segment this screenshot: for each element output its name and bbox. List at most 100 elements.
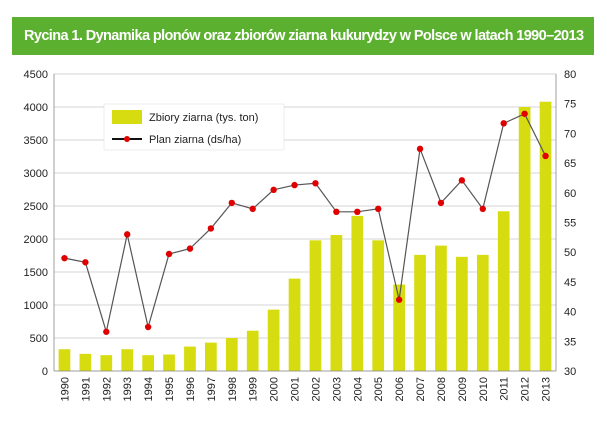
series-line xyxy=(64,113,547,332)
legend-bar-label: Zbiory ziarna (tys. ton) xyxy=(149,112,258,124)
line-point xyxy=(270,186,277,194)
line-point xyxy=(479,205,486,213)
x-tick-label: 2000 xyxy=(269,377,281,401)
x-tick-label: 1999 xyxy=(248,377,260,401)
bar xyxy=(330,235,343,371)
y-right-tick-label: 35 xyxy=(564,336,576,348)
line-point xyxy=(186,245,194,252)
x-tick-label: 2011 xyxy=(499,377,511,401)
y-right-tick-label: 75 xyxy=(564,99,576,111)
line-point xyxy=(82,259,89,266)
line-point xyxy=(500,120,507,127)
y-left-tick-label: 2500 xyxy=(24,201,48,213)
line-point xyxy=(395,296,403,303)
line-point xyxy=(291,181,298,189)
bar xyxy=(100,355,113,371)
x-tick-label: 2012 xyxy=(520,377,532,401)
x-tick-label: 2003 xyxy=(331,377,343,401)
line-point xyxy=(354,208,361,216)
y-left-tick-label: 3000 xyxy=(24,168,48,180)
x-tick-label: 2010 xyxy=(478,377,490,401)
line-point xyxy=(103,328,110,335)
bar xyxy=(456,256,468,371)
legend-line-marker xyxy=(124,136,130,142)
x-tick-label: 2013 xyxy=(541,377,553,401)
y-right-tick-label: 55 xyxy=(564,218,576,230)
x-tick-label: 2007 xyxy=(415,377,427,401)
bar xyxy=(163,354,175,371)
y-left-tick-label: 1500 xyxy=(24,267,48,279)
x-tick-label: 2009 xyxy=(457,377,469,401)
gridlines xyxy=(54,73,556,372)
y-right-tick-label: 70 xyxy=(564,128,576,140)
line-point xyxy=(61,254,68,262)
bar xyxy=(79,353,92,371)
bar xyxy=(351,215,364,371)
x-tick-label: 1990 xyxy=(59,377,71,401)
x-tick-label: 2008 xyxy=(436,377,448,401)
line-point xyxy=(249,205,256,213)
line-point xyxy=(312,180,319,187)
line-point xyxy=(521,110,528,117)
legend: Zbiory ziarna (tys. ton) Plan ziarna (ds… xyxy=(103,103,285,151)
line-point xyxy=(124,231,131,238)
y-right-tick-label: 60 xyxy=(564,188,576,200)
line-point xyxy=(458,177,466,184)
legend-bar-swatch xyxy=(112,110,142,124)
chart-area: 0 500 1000 1500 2000 2500 3000 3500 4000 4500 30 35… xyxy=(0,60,607,422)
line-series xyxy=(61,110,549,335)
bar xyxy=(225,338,238,371)
x-tick-label: 2006 xyxy=(394,377,406,401)
y-left-tick-label: 2000 xyxy=(24,234,48,246)
line-point xyxy=(165,250,173,258)
bar xyxy=(246,330,259,371)
line-point xyxy=(207,225,215,232)
bar xyxy=(288,278,301,371)
x-tick-label: 2004 xyxy=(352,377,364,401)
bar xyxy=(539,101,552,371)
y-left-tick-label: 4000 xyxy=(24,102,48,114)
bar-series xyxy=(58,101,552,371)
y-right-tick-label: 30 xyxy=(564,366,576,378)
combo-chart: 0 500 1000 1500 2000 2500 3000 3500 4000 4500 30 35… xyxy=(24,69,577,401)
bar xyxy=(518,107,531,371)
bar xyxy=(435,245,447,371)
bar xyxy=(58,349,71,371)
x-tick-label: 1997 xyxy=(206,377,218,401)
y-left-tick-label: 1000 xyxy=(24,300,48,312)
y-right-tick-label: 50 xyxy=(564,247,576,259)
y-right-tick-label: 80 xyxy=(564,69,576,81)
y-right-tick-label: 40 xyxy=(564,307,576,319)
bar xyxy=(393,284,405,371)
line-point xyxy=(542,152,549,160)
line-point xyxy=(437,199,445,207)
bar xyxy=(476,254,489,371)
x-tick-label: 1998 xyxy=(227,377,239,401)
bar xyxy=(497,211,510,371)
line-point xyxy=(144,323,152,331)
y-right-tick-label: 65 xyxy=(564,158,576,170)
line-point xyxy=(228,199,235,207)
y-right-tick-label: 45 xyxy=(564,277,576,289)
bar xyxy=(414,254,426,371)
y-left-tick-label: 3500 xyxy=(24,135,48,147)
bar xyxy=(309,240,322,371)
bar xyxy=(205,342,217,371)
line-point xyxy=(375,205,382,213)
x-tick-label: 1995 xyxy=(164,377,176,401)
y-left-tick-label: 0 xyxy=(42,366,48,378)
x-tick-label: 2002 xyxy=(310,377,322,401)
bar xyxy=(372,240,385,371)
line-point xyxy=(416,145,424,153)
legend-line-label: Plan ziarna (ds/ha) xyxy=(149,134,241,146)
bar xyxy=(267,309,280,371)
x-tick-label: 2001 xyxy=(290,377,302,401)
bar xyxy=(121,349,134,371)
axes: 0 500 1000 1500 2000 2500 3000 3500 4000 4500 30 35… xyxy=(24,69,577,401)
x-tick-label: 1994 xyxy=(143,377,155,401)
y-left-tick-label: 4500 xyxy=(24,69,48,81)
x-tick-label: 1992 xyxy=(101,377,113,401)
x-tick-label: 1993 xyxy=(122,377,134,401)
x-tick-label: 1996 xyxy=(185,377,197,401)
y-left-tick-label: 500 xyxy=(30,333,48,345)
